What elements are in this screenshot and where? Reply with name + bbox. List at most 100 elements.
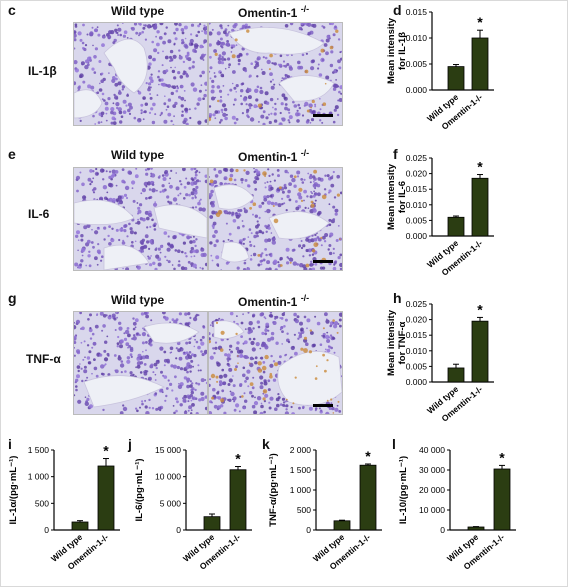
- y-axis-label: for TNF-α: [397, 321, 408, 364]
- panel-letter-k: k: [262, 436, 270, 452]
- y-tick-label: 0.010: [406, 346, 428, 356]
- bar-wild-type: [447, 367, 465, 383]
- micrograph-il6-wt-svg: [74, 168, 207, 270]
- y-tick-label: 0.000: [406, 85, 428, 95]
- col-head-ko-name: Omentin-1: [238, 295, 298, 309]
- bar-omentin-ko: [229, 469, 247, 531]
- y-axis-label: Mean intensity: [386, 309, 397, 376]
- y-tick-label: 0: [440, 525, 445, 535]
- y-axis-label: for IL-6: [397, 181, 408, 213]
- chart-d: 0.000 0.005 0.010 0.015 Mean intensity for IL…: [386, 7, 494, 132]
- y-tick-label: 15 000: [155, 445, 181, 455]
- col-head-wt-g: Wild type: [111, 293, 165, 307]
- micrograph-il1b-ko-svg: [209, 23, 342, 125]
- scale-bar-g: [313, 404, 333, 407]
- significance-marker: *: [477, 301, 483, 317]
- tissue-vessels: [83, 322, 200, 408]
- tissue-vessels: [74, 38, 148, 119]
- bar-omentin-ko: [97, 465, 115, 531]
- col-head-ko-sup: -/-: [300, 293, 310, 303]
- y-tick-label: 40 000: [419, 445, 445, 455]
- tissue-vessels: [74, 199, 207, 270]
- y-tick-label: 0.000: [406, 231, 428, 241]
- significance-marker: *: [499, 449, 505, 465]
- y-tick-label: 0.020: [406, 169, 428, 179]
- col-head-ko-name: Omentin-1: [238, 6, 298, 20]
- y-tick-label: 1 500: [290, 465, 312, 475]
- row-label-il6: IL-6: [28, 207, 50, 221]
- y-tick-label: 30 000: [419, 465, 445, 475]
- col-head-ko-sup: -/-: [300, 4, 310, 14]
- bar-wild-type: [447, 216, 465, 237]
- micrograph-il6-wt: [73, 167, 208, 271]
- micrograph-tnfa-ko: [208, 311, 343, 415]
- micrograph-tnfa-ko-svg: [209, 312, 342, 414]
- col-head-wt-e: Wild type: [111, 148, 165, 162]
- y-tick-label: 0.005: [406, 361, 428, 371]
- significance-marker: *: [235, 451, 241, 467]
- tissue-stain: [209, 319, 340, 414]
- micrograph-il6-ko: [208, 167, 343, 271]
- y-axis-label: for IL-1β: [397, 32, 408, 70]
- panel-letter-g: g: [8, 290, 17, 306]
- y-tick-label: 0.020: [406, 315, 428, 325]
- y-tick-label: 20 000: [419, 485, 445, 495]
- y-axis-label: IL-10/(pg·mL⁻¹): [398, 456, 409, 524]
- bar-omentin-ko: [471, 37, 489, 91]
- y-tick-label: 10 000: [419, 505, 445, 515]
- y-tick-label: 1 000: [28, 472, 50, 482]
- panel-letter-e: e: [8, 146, 16, 162]
- y-tick-label: 0.005: [406, 59, 428, 69]
- significance-marker: *: [477, 159, 483, 175]
- tissue-stain: [209, 168, 341, 268]
- micrograph-il1b-ko: [208, 22, 343, 126]
- panel-letter-i: i: [8, 436, 12, 452]
- bar-wild-type: [71, 521, 89, 531]
- micrograph-tnfa-wt: [73, 311, 208, 415]
- panel-letter-h: h: [393, 290, 402, 306]
- y-tick-label: 500: [35, 498, 49, 508]
- y-tick-label: 0.000: [406, 377, 428, 387]
- panel-letter-j: j: [128, 436, 132, 452]
- col-head-ko-sup: -/-: [300, 148, 310, 158]
- col-head-ko-c: Omentin-1 -/-: [238, 4, 309, 20]
- significance-marker: *: [103, 443, 109, 459]
- micrograph-tnfa-wt-svg: [74, 312, 207, 414]
- y-tick-label: 2 000: [290, 445, 312, 455]
- micrograph-il1b-wt-svg: [74, 23, 207, 125]
- micrograph-il1b-wt: [73, 22, 208, 126]
- y-axis-label: Mean intensity: [386, 163, 397, 230]
- bar-omentin-ko: [359, 464, 377, 531]
- chart-h: 0.000 0.005 0.010 0.015 0.020 0.025 Mean inten…: [386, 299, 494, 424]
- panel-letter-l: l: [392, 436, 396, 452]
- bar-omentin-ko: [493, 468, 511, 531]
- row-label-il1b: IL-1β: [28, 64, 57, 78]
- bar-wild-type: [203, 516, 221, 531]
- y-axis-label: TNF-α/(pg·mL⁻¹): [268, 453, 279, 527]
- bar-wild-type: [333, 520, 351, 531]
- y-axis-label: IL-6/(pg·mL⁻¹): [134, 458, 145, 521]
- y-tick-label: 0: [44, 525, 49, 535]
- y-tick-label: 0.005: [406, 215, 428, 225]
- y-tick-label: 0.010: [406, 200, 428, 210]
- scale-bar-e: [313, 260, 333, 263]
- y-axis-label: IL-1α/(pg·mL⁻¹): [8, 456, 19, 525]
- col-head-ko-e: Omentin-1 -/-: [238, 148, 309, 164]
- row-label-tnfa: TNF-α: [26, 352, 61, 366]
- tissue-vessels: [213, 184, 330, 263]
- y-tick-label: 0.025: [406, 153, 428, 163]
- tissue-vessels: [228, 26, 335, 102]
- chart-f: 0.000 0.005 0.010 0.015 0.020 0.025 Mean inten…: [386, 153, 494, 278]
- y-tick-label: 1 500: [28, 445, 50, 455]
- y-tick-label: 0: [176, 525, 181, 535]
- col-head-wt-c: Wild type: [111, 4, 165, 18]
- bar-wild-type: [447, 66, 465, 91]
- panel-letter-f: f: [393, 146, 398, 162]
- panel-letter-d: d: [393, 2, 402, 18]
- y-tick-label: 0.015: [406, 184, 428, 194]
- y-tick-label: 0.025: [406, 299, 428, 309]
- micrograph-il6-ko-svg: [209, 168, 342, 270]
- bar-omentin-ko: [471, 177, 489, 237]
